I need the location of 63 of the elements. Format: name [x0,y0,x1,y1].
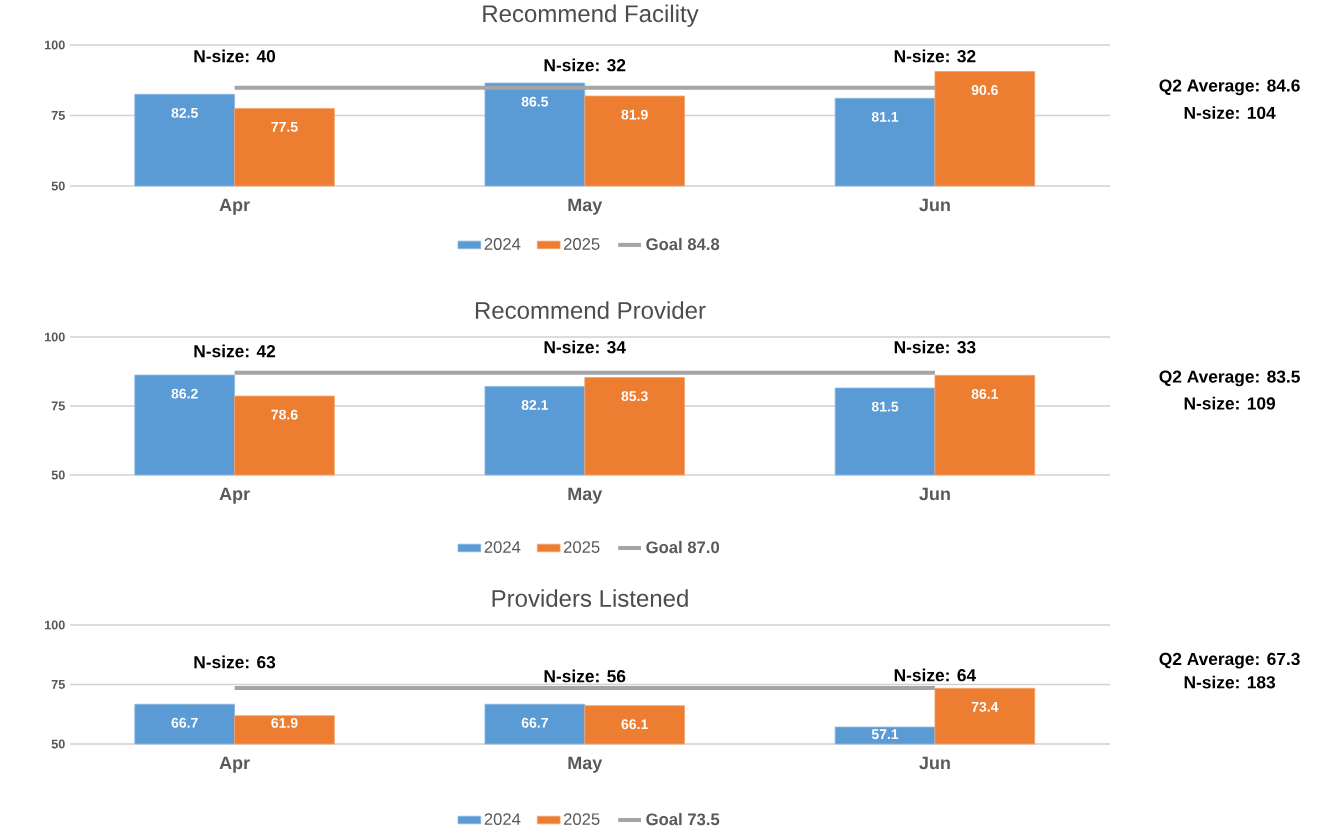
annotation: N-size: 40 [194,49,276,63]
data-label: 85.3 [621,391,648,402]
data-label: 86.5 [521,96,549,107]
data-label: 66.1 [621,719,648,730]
legend-label: 2025 [563,238,600,250]
data-label: 66.7 [521,717,548,728]
y-tick-label: 50 [51,181,65,191]
data-label: 66.7 [171,717,198,728]
legend-label: Goal 73.5 [646,812,720,826]
y-tick-label: 75 [51,111,65,120]
chart-title: Recommend Provider [475,301,706,319]
data-label: 86.2 [171,388,198,399]
y-tick-label: 100 [44,620,65,630]
legend-label: 2024 [484,813,521,826]
text: Q2 Average: 84.6 [1159,79,1300,96]
text: N-size: 109 [1184,396,1276,410]
data-label: 82.5 [171,107,198,118]
data-label: 73.4 [971,701,999,712]
y-tick-label: 50 [51,470,65,480]
x-tick-label: Jun [919,756,950,770]
data-label: 77.5 [271,122,298,132]
legend-label: 2024 [484,541,521,553]
x-tick-label: May [568,756,603,773]
annotation: N-size: 42 [194,344,276,358]
data-label: 81.1 [871,111,899,122]
data-label: 61.9 [271,717,298,728]
x-tick-label: May [568,198,603,215]
x-tick-label: May [568,487,603,504]
annotation: N-size: 32 [544,58,626,72]
y-tick-label: 50 [51,739,65,749]
x-tick-label: Apr [219,756,250,773]
legend-label: 2024 [484,238,521,250]
chart-title: Providers Listened [492,589,688,607]
legend-label: Goal 84.8 [646,237,720,251]
legend-label: 2025 [563,541,600,553]
y-tick-label: 100 [44,332,65,342]
data-label: 78.6 [271,409,298,420]
data-label: 86.1 [971,388,999,399]
annotation: N-size: 32 [894,49,976,63]
y-tick-label: 100 [44,40,65,50]
x-tick-label: Apr [219,198,250,215]
x-tick-label: Jun [919,198,950,212]
text: N-size: 104 [1184,106,1276,120]
y-tick-label: 75 [51,401,65,411]
text: Q2 Average: 67.3 [1159,652,1300,669]
text: N-size: 183 [1184,675,1276,689]
data-label: 81.9 [621,109,648,120]
data-label: 90.6 [971,85,998,96]
x-tick-label: Jun [919,487,950,501]
annotation: N-size: 64 [894,668,977,682]
annotation: N-size: 33 [894,340,976,354]
annotation: N-size: 34 [544,340,626,354]
chart-title: Recommend Facility [483,4,699,27]
data-label: 81.5 [871,401,899,412]
text: Q2 Average: 83.5 [1159,370,1300,387]
legend-label: Goal 87.0 [646,540,720,554]
legend-label: 2025 [563,813,600,826]
annotation: N-size: 56 [544,669,626,683]
data-label: 82.1 [521,400,549,410]
data-label: 57.1 [871,729,899,740]
annotation: N-size: 63 [194,655,276,669]
x-tick-label: Apr [219,487,250,504]
y-tick-label: 75 [51,680,65,689]
